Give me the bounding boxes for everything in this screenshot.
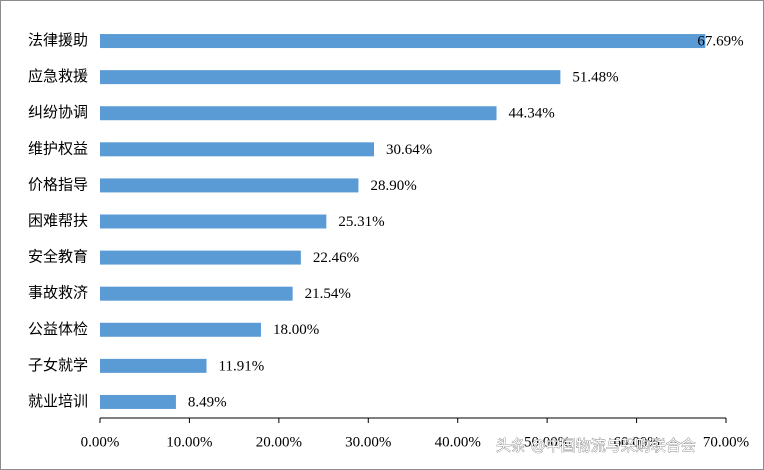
y-tick-label: 事故救济 (28, 284, 88, 302)
y-tick-label: 子女就学 (28, 356, 88, 374)
y-tick-label: 公益体检 (28, 320, 88, 338)
bar (100, 358, 207, 373)
value-label: 8.49% (188, 394, 227, 410)
value-label: 67.69% (697, 33, 743, 49)
value-label: 30.64% (386, 142, 432, 158)
bar (100, 106, 497, 121)
bar (100, 250, 301, 265)
value-label: 28.90% (370, 178, 416, 194)
bar (100, 286, 293, 301)
bar (100, 142, 375, 157)
value-label: 51.48% (572, 70, 618, 86)
bar (100, 34, 706, 49)
x-tick-label: 20.00% (256, 434, 302, 450)
bar (100, 394, 176, 409)
y-tick-label: 法律援助 (28, 31, 88, 49)
bar (100, 214, 327, 229)
x-tick-label: 40.00% (435, 434, 481, 450)
x-tick-label: 60.00% (613, 434, 659, 450)
y-tick-label: 困难帮扶 (28, 212, 88, 230)
x-tick-label: 30.00% (345, 434, 391, 450)
value-label: 18.00% (273, 322, 319, 338)
x-tick-label: 50.00% (524, 434, 570, 450)
bar (100, 322, 261, 337)
y-tick-label: 价格指导 (28, 175, 88, 193)
watermark: 头条 @中国物流与采购联合会 (496, 437, 696, 455)
x-tick-label: 0.00% (81, 434, 120, 450)
bar (100, 70, 561, 85)
x-tick-label: 70.00% (703, 434, 749, 450)
x-tick-label: 10.00% (166, 434, 212, 450)
y-tick-label: 安全教育 (28, 248, 88, 266)
y-tick-label: 应急救援 (28, 67, 88, 85)
y-tick-label: 纠纷协调 (28, 103, 88, 121)
value-label: 22.46% (313, 250, 359, 266)
y-tick-label: 维护权益 (28, 139, 88, 157)
bar (100, 178, 359, 193)
value-label: 44.34% (509, 106, 555, 122)
value-label: 25.31% (338, 214, 384, 230)
value-label: 21.54% (305, 286, 351, 302)
value-label: 11.91% (219, 358, 265, 374)
y-tick-label: 就业培训 (28, 392, 88, 410)
